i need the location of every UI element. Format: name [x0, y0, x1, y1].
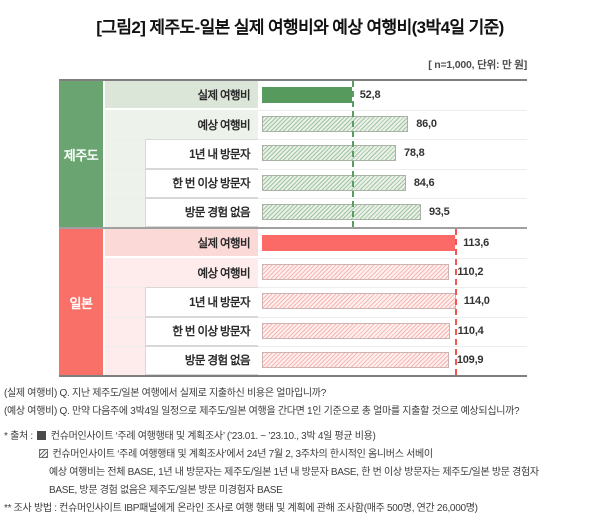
source-line-1: * 출처 : 컨슈머인사이트 ‘주례 여행행태 및 계획조사’ (’23.01.…: [4, 428, 598, 446]
row-label: 1년 내 방문자: [145, 287, 258, 317]
question-expected-cost: (예상 여행비) Q. 만약 다음주에 3박4일 일정으로 제주도/일본 여행을…: [4, 406, 520, 417]
row-label: 예상 여행비: [105, 110, 258, 140]
region-label: 제주도: [59, 81, 105, 227]
row-label: 1년 내 방문자: [145, 139, 258, 169]
value-label: 110,4: [457, 324, 484, 337]
hatched-bar: [262, 293, 456, 310]
value-label: 52,8: [359, 89, 381, 101]
hatched-bar: [262, 351, 449, 368]
row-label: 방문 경험 없음: [145, 345, 258, 375]
value-label: 114,0: [463, 295, 490, 308]
chart-row: 1년 내 방문자 78,8: [105, 139, 527, 170]
chart-row: 실제 여행비 52,8: [105, 81, 527, 112]
chart-row: 예상 여행비 86,0: [105, 110, 527, 141]
hatched-bar: [262, 264, 450, 281]
chart-row: 1년 내 방문자 114,0: [105, 287, 527, 318]
source-line-1-text: 컨슈머인사이트 ‘주례 여행행태 및 계획조사’ (’23.01. ~ ’23.…: [48, 431, 376, 442]
chart-row: 한 번 이상 방문자 84,6: [105, 168, 527, 199]
chart-sections: 제주도 실제 여행비 52,8 예상 여행비 86,0 1년 내 방문자 78,8 한 번 이…: [59, 81, 527, 375]
hatched-bar: [262, 116, 409, 133]
chart-row: 예상 여행비 110,2: [105, 258, 527, 289]
reference-dashed-line: [455, 229, 458, 375]
value-label: 78,8: [403, 147, 425, 160]
value-label: 109,9: [456, 353, 484, 366]
bar-chart: 제주도 실제 여행비 52,8 예상 여행비 86,0 1년 내 방문자 78,8 한 번 이…: [59, 79, 527, 377]
row-label: 한 번 이상 방문자: [145, 168, 258, 198]
source-line-3: 예상 여행비는 전체 BASE, 1년 내 방문자는 제주도/일본 1년 내 방…: [49, 467, 539, 478]
row-label: 실제 여행비: [105, 229, 258, 259]
survey-method-note: ** 조사 방법 : 컨슈머인사이트 IBP패널에게 온라인 조사로 여행 행태…: [4, 503, 478, 514]
chart-row: 방문 경험 없음 93,5: [105, 197, 527, 227]
footnotes: (실제 여행비) Q. 지난 제주도/일본 여행에서 실제로 지출하신 비용은 …: [4, 385, 598, 518]
region-section-red: 일본 실제 여행비 113,6 예상 여행비 110,2 1년 내 방문자 114,0 한 번…: [59, 227, 527, 375]
value-label: 93,5: [428, 205, 450, 218]
chart-row: 한 번 이상 방문자 110,4: [105, 316, 527, 347]
solid-bar-legend-icon: [37, 431, 47, 440]
solid-bar: [262, 87, 352, 103]
question-actual-cost: (실제 여행비) Q. 지난 제주도/일본 여행에서 실제로 지출하신 비용은 …: [4, 388, 326, 399]
hatched-bar: [262, 174, 406, 191]
source-prefix: * 출처 :: [4, 431, 36, 442]
hatched-bar: [262, 322, 450, 339]
chart-title: [그림2] 제주도-일본 실제 여행비와 예상 여행비(3박4일 기준): [96, 18, 504, 37]
value-label: 84,6: [413, 176, 435, 189]
hatched-bar: [262, 145, 396, 162]
row-label: 한 번 이상 방문자: [145, 316, 258, 346]
reference-dashed-line: [351, 81, 354, 227]
source-line-2: 컨슈머인사이트 ‘주례 여행행태 및 계획조사’에서 24년 7월 2, 3주차…: [4, 446, 598, 464]
sample-unit-note: [ n=1,000, 단위: 만 원]: [428, 59, 527, 71]
chart-row: 방문 경험 없음 109,9: [105, 345, 527, 375]
value-label: 86,0: [416, 118, 437, 131]
value-label: 113,6: [463, 237, 490, 249]
hatched-bar-legend-icon: [39, 449, 48, 458]
row-label: 방문 경험 없음: [145, 197, 258, 227]
hatched-bar: [262, 203, 421, 220]
row-label: 실제 여행비: [105, 81, 258, 111]
row-label: 예상 여행비: [105, 258, 258, 288]
region-section-green: 제주도 실제 여행비 52,8 예상 여행비 86,0 1년 내 방문자 78,8 한 번 이…: [59, 81, 527, 227]
region-label: 일본: [59, 229, 105, 375]
value-label: 110,2: [457, 266, 484, 279]
source-line-4: BASE, 방문 경험 없음은 제주도/일본 방문 미경험자 BASE: [49, 485, 283, 496]
solid-bar: [262, 235, 456, 251]
source-line-2-text: 컨슈머인사이트 ‘주례 여행행태 및 계획조사’에서 24년 7월 2, 3주차…: [50, 449, 433, 460]
chart-row: 실제 여행비 113,6: [105, 229, 527, 260]
source-block: * 출처 : 컨슈머인사이트 ‘주례 여행행태 및 계획조사’ (’23.01.…: [4, 428, 598, 518]
